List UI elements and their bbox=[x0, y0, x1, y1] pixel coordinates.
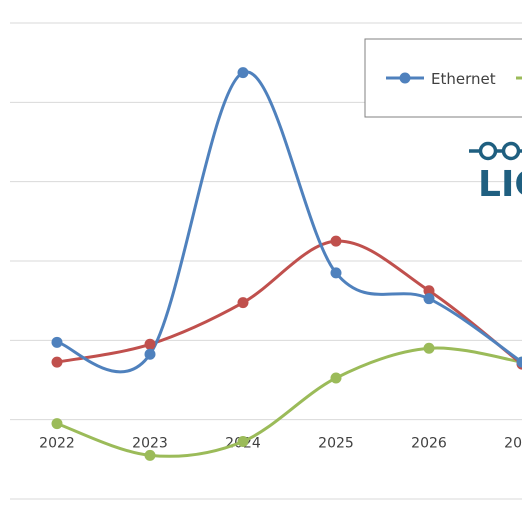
x-tick-label: 2025 bbox=[318, 436, 354, 452]
data-point-series-1-2024 bbox=[237, 67, 249, 79]
data-point-series-3-2023 bbox=[144, 449, 156, 461]
data-point-series-1-2026 bbox=[423, 293, 435, 305]
data-point-series-2-2024 bbox=[237, 297, 249, 309]
data-point-series-3-2022 bbox=[51, 418, 63, 430]
data-point-series-2-2023 bbox=[144, 338, 156, 350]
series-line-3 bbox=[56, 346, 522, 458]
data-point-series-1-2023 bbox=[144, 348, 156, 360]
legend-marker-ethernet bbox=[399, 72, 411, 84]
data-point-series-1-2027 bbox=[516, 356, 522, 368]
x-tick-label: 2027 bbox=[504, 436, 522, 452]
data-point-series-2-2025 bbox=[330, 235, 342, 247]
logo: LIG bbox=[469, 141, 522, 205]
x-tick-label: 2023 bbox=[132, 436, 168, 452]
data-point-series-1-2025 bbox=[330, 267, 342, 279]
chain-link-icon bbox=[469, 141, 522, 161]
data-point-series-3-2026 bbox=[423, 342, 435, 354]
legend: Ethernet bbox=[364, 38, 522, 118]
series-points bbox=[51, 67, 522, 461]
data-point-series-2-2022 bbox=[51, 356, 63, 368]
legend-label-ethernet: Ethernet bbox=[431, 70, 496, 88]
data-point-series-2-2026 bbox=[423, 285, 435, 297]
data-point-series-1-2022 bbox=[51, 336, 63, 348]
data-point-series-3-2025 bbox=[330, 372, 342, 384]
x-tick-label: 2026 bbox=[411, 436, 447, 452]
logo-text: LIG bbox=[478, 164, 522, 205]
x-tick-label: 2022 bbox=[39, 436, 75, 452]
data-point-series-3-2024 bbox=[237, 435, 249, 447]
